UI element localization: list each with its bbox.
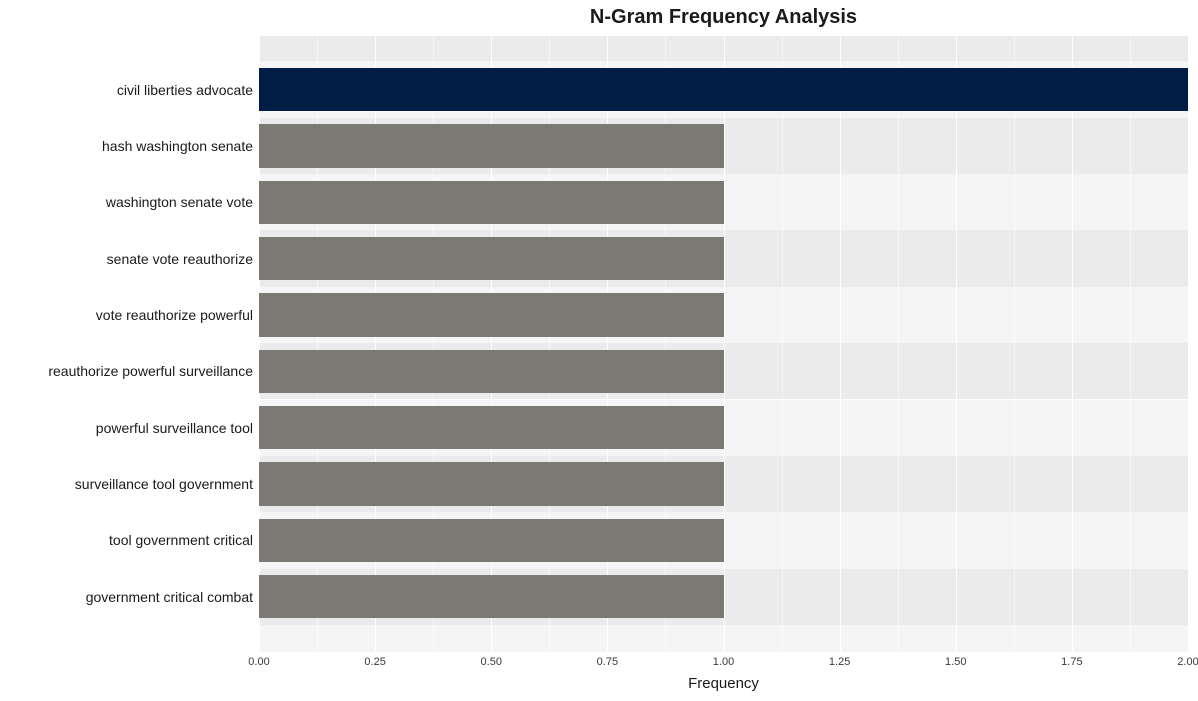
y-tick-label: government critical combat	[86, 589, 253, 605]
bar	[259, 406, 724, 449]
bar	[259, 519, 724, 562]
y-tick-label: tool government critical	[109, 532, 253, 548]
plot-area	[259, 36, 1188, 652]
x-tick-label: 1.00	[713, 656, 734, 668]
x-tick-label: 0.00	[248, 656, 269, 668]
bar	[259, 181, 724, 224]
chart-title: N-Gram Frequency Analysis	[259, 6, 1188, 29]
bar	[259, 124, 724, 167]
y-tick-label: surveillance tool government	[75, 476, 253, 492]
y-tick-label: reauthorize powerful surveillance	[48, 363, 253, 379]
y-tick-label: hash washington senate	[102, 138, 253, 154]
x-axis-ticks: 0.000.250.500.751.001.251.501.752.00	[259, 656, 1188, 676]
bar	[259, 462, 724, 505]
y-tick-label: powerful surveillance tool	[96, 420, 253, 436]
x-tick-label: 1.75	[1061, 656, 1082, 668]
y-tick-label: vote reauthorize powerful	[96, 307, 253, 323]
gridline-major	[1188, 36, 1189, 652]
bar	[259, 68, 1188, 111]
x-tick-label: 0.25	[364, 656, 385, 668]
x-tick-label: 0.75	[597, 656, 618, 668]
x-tick-label: 1.50	[945, 656, 966, 668]
x-axis-title: Frequency	[259, 675, 1188, 692]
bar	[259, 350, 724, 393]
bars-layer	[259, 36, 1188, 652]
bar	[259, 237, 724, 280]
y-tick-label: civil liberties advocate	[117, 82, 253, 98]
x-tick-label: 2.00	[1177, 656, 1198, 668]
y-tick-label: washington senate vote	[106, 194, 253, 210]
y-tick-label: senate vote reauthorize	[107, 251, 253, 267]
bar	[259, 293, 724, 336]
y-axis-labels: civil liberties advocate hash washington …	[0, 36, 253, 652]
ngram-frequency-chart: N-Gram Frequency Analysis civil libertie…	[0, 0, 1198, 701]
bar	[259, 575, 724, 618]
x-tick-label: 1.25	[829, 656, 850, 668]
x-tick-label: 0.50	[481, 656, 502, 668]
